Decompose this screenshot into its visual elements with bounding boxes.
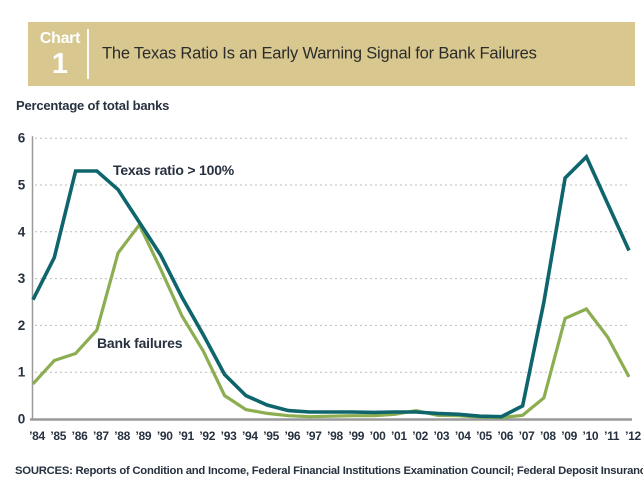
x-tick-label: ’06 [497,429,513,443]
x-tick-label: ’87 [93,429,109,443]
y-tick-label: 6 [18,131,26,146]
x-tick-label: ’86 [72,429,88,443]
x-tick-label: ’08 [540,429,556,443]
x-tick-label: ’97 [306,429,322,443]
axis-units-label: Percentage of total banks [16,98,170,113]
x-tick-label: ’01 [391,429,407,443]
chart-header-band: Chart 1 The Texas Ratio Is an Early Warn… [28,22,635,86]
x-tick-label: ’02 [412,429,428,443]
x-tick-label: ’98 [327,429,343,443]
y-tick-label: 5 [18,178,26,193]
x-tick-label: ’04 [455,429,471,443]
x-tick-label: ’07 [519,429,535,443]
x-tick-label: ’85 [50,429,66,443]
chart-tag: Chart 1 [32,31,88,79]
header-divider [87,29,89,79]
page-title: The Texas Ratio Is an Early Warning Sign… [102,44,537,63]
y-tick-label: 3 [18,271,26,286]
x-tick-label: ’94 [242,429,258,443]
x-tick-label: ’95 [263,429,279,443]
y-tick-label: 1 [18,365,26,380]
x-tick-label: ’10 [583,429,599,443]
series-line-texas-ratio [31,153,631,419]
x-tick-label: ’91 [178,429,194,443]
x-tick-label: ’03 [434,429,450,443]
x-tick-label: ’09 [561,429,577,443]
x-tick-label: ’90 [157,429,173,443]
x-tick-label: ’11 [604,429,620,443]
x-tick-label: ’93 [221,429,237,443]
chart-number: 1 [51,48,69,80]
series-label-bank-failures: Bank failures [97,335,183,351]
x-tick-label: ’05 [476,429,492,443]
x-tick-label: ’88 [114,429,130,443]
series-line-bank-failures [31,221,631,420]
y-tick-label: 0 [18,412,25,427]
source-note: SOURCES: Reports of Condition and Income… [15,465,643,477]
x-tick-label: ’84 [29,429,45,443]
x-tick-label: ’00 [370,429,386,443]
chart-label: Chart [39,30,81,47]
series-label-texas-ratio: Texas ratio > 100% [113,162,235,178]
x-tick-label: ’12 [625,429,641,443]
y-tick-label: 2 [18,318,25,333]
x-tick-label: ’89 [136,429,152,443]
y-tick-label: 4 [18,224,26,239]
x-tick-label: ’96 [285,429,301,443]
x-tick-label: ’99 [348,429,364,443]
x-tick-label: ’92 [199,429,215,443]
